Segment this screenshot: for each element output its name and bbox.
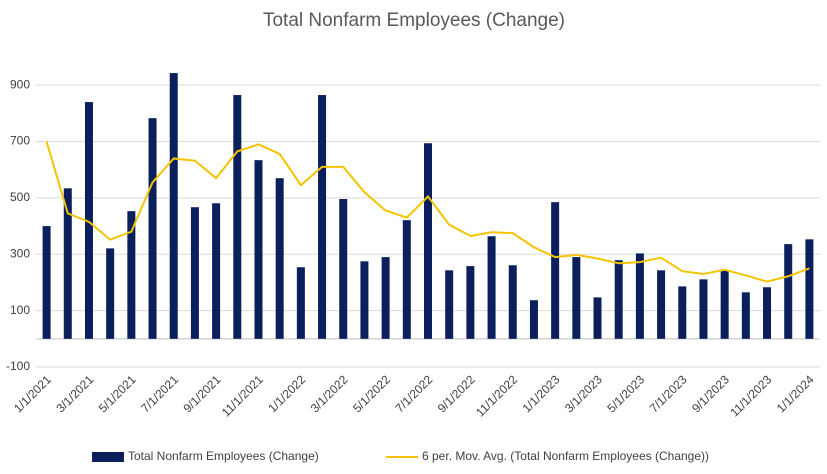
y-tick-label: -100 [6, 359, 30, 373]
bar [466, 266, 475, 339]
x-tick-label: 7/1/2023 [647, 372, 690, 415]
x-tick-label: 9/1/2023 [689, 372, 732, 415]
bar [254, 160, 263, 339]
line [45, 141, 810, 283]
bar [190, 207, 199, 339]
bar [635, 253, 644, 339]
bar [487, 236, 496, 339]
y-tick-label: 100 [10, 303, 30, 317]
x-tick-label: 5/1/2022 [350, 372, 393, 415]
bar [741, 292, 750, 339]
bar [360, 261, 369, 339]
x-tick-label: 9/1/2021 [181, 372, 224, 415]
bar [42, 226, 51, 339]
x-tick-label: 1/1/2024 [774, 372, 817, 415]
x-tick-label: 5/1/2021 [96, 372, 139, 415]
x-tick-label: 3/1/2023 [562, 372, 605, 415]
bar [381, 257, 390, 339]
bar [551, 202, 560, 339]
bar [127, 211, 136, 339]
chart-title: Total Nonfarm Employees (Change) [263, 10, 565, 31]
bar [805, 239, 814, 339]
x-tick-label: 7/1/2021 [138, 372, 181, 415]
bar [445, 270, 454, 339]
bar [106, 248, 115, 339]
bar [657, 270, 666, 339]
bar [699, 279, 708, 339]
bar [720, 270, 729, 339]
bar [678, 286, 687, 339]
bar [169, 73, 178, 339]
bar [593, 297, 602, 339]
bar [84, 102, 93, 339]
bar [614, 260, 623, 339]
x-tick-label: 11/1/2022 [473, 372, 520, 419]
legend-label: 6 per. Mov. Avg. (Total Nonfarm Employee… [422, 449, 709, 463]
legend-swatch [92, 452, 124, 462]
bar [529, 300, 538, 339]
bar [339, 199, 348, 339]
bar [318, 95, 327, 339]
x-tick-label: 1/1/2023 [520, 372, 563, 415]
y-tick-label: 900 [10, 77, 30, 91]
bar [296, 267, 305, 339]
x-tick-label: 5/1/2023 [604, 372, 647, 415]
y-tick-label: 500 [10, 190, 30, 204]
x-tick-label: 9/1/2022 [435, 372, 478, 415]
bar [233, 95, 242, 339]
bar [212, 203, 221, 339]
x-tick-label: 11/1/2021 [219, 372, 266, 419]
bar [572, 257, 581, 339]
x-tick-label: 1/1/2021 [11, 372, 54, 415]
legend-label: Total Nonfarm Employees (Change) [128, 449, 319, 463]
bar [784, 244, 793, 339]
bar [275, 178, 284, 339]
bar [763, 287, 772, 339]
x-tick-label: 3/1/2021 [53, 372, 96, 415]
bar [424, 143, 432, 339]
bar [508, 265, 517, 339]
bar [63, 188, 72, 339]
bar [402, 220, 411, 339]
y-tick-label: 300 [10, 246, 30, 260]
x-tick-label: 7/1/2022 [392, 372, 435, 415]
y-tick-label: 700 [10, 134, 30, 148]
bar [148, 118, 157, 339]
x-tick-label: 11/1/2023 [727, 372, 774, 419]
x-tick-label: 3/1/2022 [308, 372, 351, 415]
x-tick-label: 1/1/2022 [265, 372, 308, 415]
